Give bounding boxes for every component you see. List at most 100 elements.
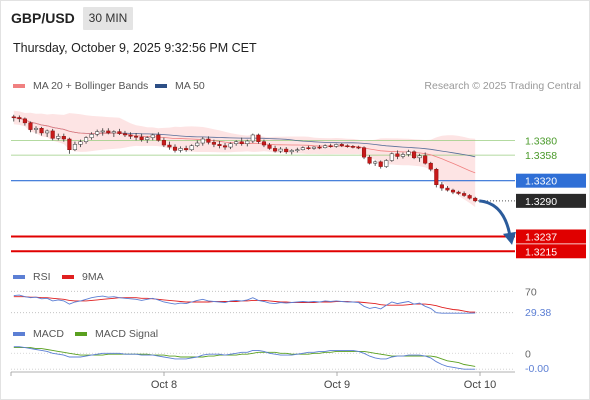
support-line-1-badge <box>516 229 586 244</box>
candle-bear <box>473 197 478 202</box>
ma50-swatch <box>155 84 167 88</box>
candle-bear <box>222 145 228 148</box>
rsi-ma-line <box>13 296 476 313</box>
macd-tick-0: 0 <box>525 348 531 360</box>
candle-bear <box>284 148 289 153</box>
candle-bull <box>373 161 378 164</box>
legend-ma20: MA 20 + Bollinger Bands <box>13 80 148 92</box>
forecast-arrowhead <box>503 231 516 245</box>
candle-bull <box>178 148 183 151</box>
candle-bear <box>217 144 222 146</box>
legend-ma50: MA 50 <box>155 80 205 92</box>
bollinger-band <box>13 110 476 208</box>
candle-bull <box>250 134 255 142</box>
support-line-2-label: 1.3215 <box>525 246 557 258</box>
legend-ma20-label: MA 20 + Bollinger Bands <box>33 80 149 92</box>
candle-bear <box>172 146 178 151</box>
candle-bear <box>445 187 450 191</box>
candle-bull <box>311 146 317 149</box>
ma20-line <box>13 117 476 174</box>
candle-bull <box>45 130 50 134</box>
candle-bull <box>234 141 239 144</box>
ma20-swatch <box>13 84 25 88</box>
candle-bull <box>150 134 155 138</box>
macd-current-label: -0.00 <box>525 363 549 375</box>
x-tick-label: Oct 8 <box>151 379 177 391</box>
candle-bull <box>84 137 89 142</box>
support-line-2-badge <box>516 244 586 259</box>
candle-bear <box>339 144 344 146</box>
resistance-line-2-label: 1.3358 <box>525 150 557 162</box>
candle-bear <box>122 133 128 136</box>
pair-title: GBP/USD <box>11 10 75 26</box>
candle-bull <box>111 131 116 134</box>
candle-bear <box>239 141 244 144</box>
candle-bull <box>78 141 83 145</box>
legend-macd-label: MACD <box>33 328 64 340</box>
candle-bear <box>161 140 166 146</box>
candle-bear <box>367 156 372 164</box>
rsi-line <box>13 294 476 314</box>
candle-bull <box>195 142 200 146</box>
candle-bear <box>350 146 355 148</box>
datetime-label: Thursday, October 9, 2025 9:32:56 PM CET <box>13 41 257 55</box>
candle-bear <box>273 148 278 152</box>
candle-bear <box>39 127 44 134</box>
candle-bull <box>400 154 405 157</box>
candle-bull <box>228 143 233 148</box>
candle-bear <box>434 169 439 185</box>
resistance-line-1-label: 1.3380 <box>525 135 557 147</box>
candle-bull <box>200 138 205 144</box>
candle-bull <box>323 145 328 148</box>
candle-bear <box>106 130 111 134</box>
candle-bull <box>384 160 389 167</box>
candle-bull <box>33 127 39 130</box>
candle-bull <box>145 137 150 140</box>
legend-macd-signal-label: MACD Signal <box>95 328 159 340</box>
candle-bear <box>184 148 189 151</box>
candle-bear <box>117 131 122 134</box>
candle-bear <box>167 144 172 148</box>
credit-label: Research © 2025 Trading Central <box>424 80 581 92</box>
candle-bear <box>439 184 444 189</box>
candle-bear <box>378 161 383 167</box>
candle-bull <box>406 151 411 155</box>
candle-bear <box>306 147 311 149</box>
candle-bear <box>345 145 350 147</box>
candle-bear <box>423 155 428 164</box>
legend-rsi-label: RSI <box>33 271 51 283</box>
last-price-badge <box>516 193 586 208</box>
pivot-line-badge <box>516 173 586 188</box>
candle-bull <box>89 134 94 138</box>
candle-bear <box>11 116 16 119</box>
candle-bear <box>395 153 400 157</box>
candle-bear <box>361 147 367 158</box>
macd-line <box>13 346 476 370</box>
candle-bear <box>428 162 433 170</box>
candle-bear <box>356 146 361 149</box>
pivot-line-label: 1.3320 <box>525 176 557 188</box>
candle-bull <box>289 150 294 153</box>
candle-bear <box>28 122 33 130</box>
candle-bull <box>72 144 77 151</box>
support-line-1-label: 1.3237 <box>525 231 557 243</box>
legend-rsi: RSI <box>13 271 51 283</box>
candle-bear <box>50 130 55 139</box>
candle-bull <box>189 145 194 151</box>
candle-bear <box>17 117 22 120</box>
timeframe-button[interactable]: 30 MIN <box>83 7 133 30</box>
legend-macd: MACD <box>13 328 64 340</box>
candle-bull <box>56 136 61 139</box>
candle-bull <box>334 144 339 147</box>
candle-bear <box>412 151 417 159</box>
candle-bull <box>300 147 305 151</box>
rsi-tick-70: 70 <box>525 286 537 298</box>
candle-bull <box>100 130 105 133</box>
candle-bull <box>278 148 283 152</box>
rsi-swatch <box>13 275 25 279</box>
candle-bear <box>317 146 322 149</box>
legend-macd-signal: MACD Signal <box>75 328 158 340</box>
candle-bull <box>295 149 300 152</box>
candle-bear <box>328 145 333 147</box>
